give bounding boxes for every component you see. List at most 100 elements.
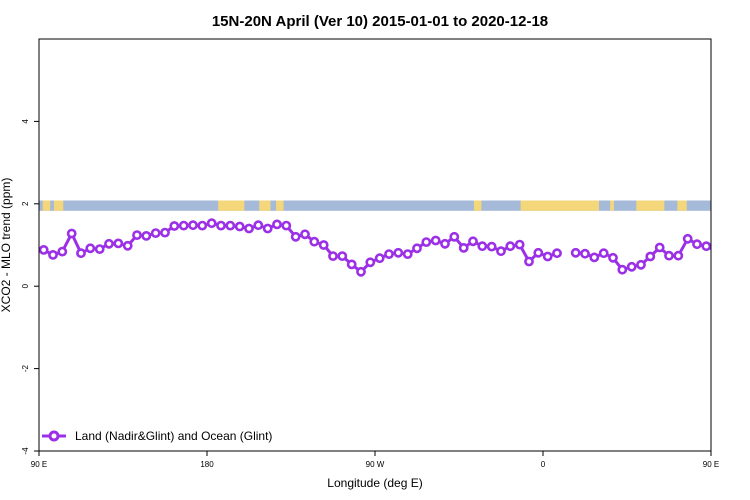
land-segment [53,200,64,211]
data-point [290,231,301,242]
data-point [262,223,273,234]
y-tick-label: 4 [21,119,30,124]
data-point [337,251,348,261]
data-point [216,220,226,231]
data-point [412,243,422,254]
ocean-band [39,200,711,211]
y-tick-label: -2 [21,364,30,372]
x-tick-label: 90 W [366,460,385,469]
data-point [626,261,637,272]
data-point [300,229,310,240]
data-point [701,241,711,252]
y-tick-label: 2 [21,201,30,206]
data-point [645,251,656,262]
land-segment [259,200,271,211]
data-point [169,221,180,231]
land-segment [42,200,51,211]
x-tick-label: 90 E [703,460,719,469]
data-point [113,238,124,249]
data-point [421,237,432,247]
legend-marker-swatch [48,430,60,442]
data-point [76,248,86,259]
data-point [85,243,96,254]
legend: Land (Nadir&Glint) and Ocean (Glint) [42,429,272,443]
data-point [514,239,525,250]
plot-background [39,200,711,211]
data-point [141,230,152,241]
data-point [160,227,170,238]
data-point [206,218,217,229]
data-point [570,247,581,258]
data-point [346,259,357,270]
land-segment [473,200,482,211]
data-point [132,230,142,240]
x-tick-label: 180 [200,460,214,469]
x-axis: 90 E 180 90 W 0 90 E [31,451,719,469]
data-point [281,220,292,231]
data-point [486,241,497,252]
data-point [402,249,413,259]
data-point [477,241,488,252]
data-point [57,246,68,257]
data-point [309,236,320,247]
data-point [608,252,618,263]
land-segment [677,200,687,211]
data-point [39,245,49,255]
data-point [244,223,254,234]
data-point [682,233,693,244]
data-point [122,240,133,251]
data-point [440,238,450,249]
x-tick-label: 90 E [31,460,47,469]
land-segment [520,200,599,211]
data-point [328,251,338,261]
data-point [598,248,609,259]
data-point [449,231,460,242]
plot-frame [38,38,712,452]
data-point [524,256,534,267]
data-point [318,240,329,250]
data-point [468,236,478,247]
y-axis-title: XCO2 - MLO trend (ppm) [0,178,13,313]
data-point [253,220,264,231]
data-point [272,219,282,230]
data-point [542,251,553,262]
data-point [552,248,562,259]
x-tick-label: 0 [541,460,546,469]
data-point [458,242,469,253]
data-point [664,250,674,261]
data-point [654,242,665,253]
y-axis: -4 -2 0 2 4 [21,119,39,455]
data-point [533,247,544,258]
series-layer [39,218,711,277]
data-point [94,244,105,254]
data-point [496,246,506,257]
data-point [636,259,646,270]
data-point [104,238,114,249]
y-tick-label: -4 [21,447,30,455]
data-point [234,221,245,232]
data-point [66,228,77,239]
data-point [673,250,684,261]
data-point [197,220,208,231]
data-point [374,253,385,264]
land-segment [218,200,245,211]
data-point [48,249,58,260]
data-point [225,220,236,231]
land-segment [276,200,284,211]
data-point [580,248,590,259]
x-axis-title: Longitude (deg E) [327,476,422,490]
data-point [384,249,394,259]
data-point [692,239,702,250]
data-point [188,220,198,231]
data-point [505,241,516,252]
data-point [430,235,441,246]
data-point [589,252,600,263]
data-point [617,264,628,275]
data-point [178,220,189,231]
land-segment [610,200,614,211]
land-segment [636,200,665,211]
chart-title: 15N-20N April (Ver 10) 2015-01-01 to 202… [212,13,548,30]
data-point [356,266,366,277]
data-point [365,257,376,268]
